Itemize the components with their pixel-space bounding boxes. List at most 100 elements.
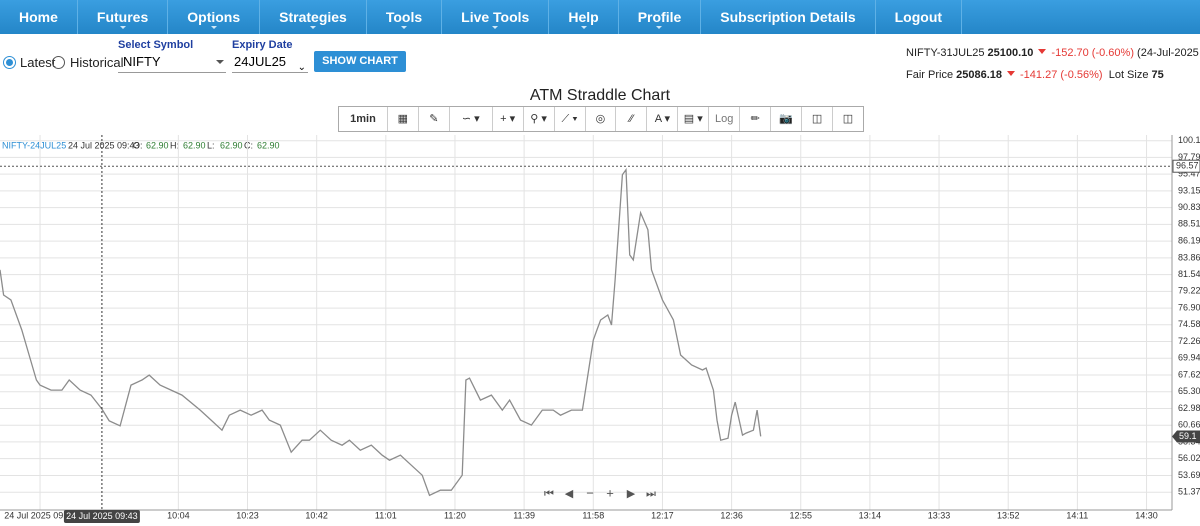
quote-change: -152.70 (1051, 47, 1089, 59)
nav-next[interactable]: ▶ (627, 488, 636, 500)
nav-item[interactable]: Logout (876, 0, 963, 34)
radio-latest[interactable] (3, 56, 16, 69)
nav-zoom-in[interactable]: + (606, 485, 614, 500)
nav-bar: Home Futures Options Strategies Tools Live To… (0, 0, 1200, 34)
y-tick-label: 53.69 (1178, 470, 1200, 480)
symbol-select[interactable]: NIFTY (118, 52, 226, 73)
tool-button[interactable]: ◎ (586, 107, 617, 131)
legend-value: 62.90 (183, 140, 206, 150)
nav-last[interactable]: ⏭ (646, 488, 656, 500)
x-tick-label: 10:23 (236, 510, 259, 520)
interval-button[interactable]: 1min (339, 107, 388, 131)
crosshair-y-tag (1172, 159, 1200, 173)
nav-item[interactable]: Help (549, 0, 619, 34)
legend-field: H: (170, 140, 179, 150)
radio-label: Latest (20, 55, 56, 70)
tool-button[interactable]: ▤ ▾ (678, 107, 710, 131)
last-value-tag (1172, 430, 1200, 443)
x-tick-label: 10:42 (305, 510, 328, 520)
fair-change-pct: (-0.56%) (1060, 69, 1103, 81)
y-tick-label: 76.90 (1178, 302, 1200, 312)
x-tick-label: 24 Jul 2025 09:26 (4, 510, 76, 520)
nav-item[interactable]: Live Tools (442, 0, 550, 34)
tool-button[interactable]: ⚲ ▾ (524, 107, 555, 131)
y-tick-label: 90.83 (1178, 202, 1200, 212)
tool-button[interactable]: ◫ (802, 107, 834, 131)
tool-button[interactable]: ▦ (388, 107, 419, 131)
nav-item[interactable]: Tools (367, 0, 443, 34)
legend-field: L: (207, 140, 215, 150)
y-tick-label: 51.37 (1178, 487, 1200, 497)
y-tick-label: 86.19 (1178, 235, 1200, 245)
legend-value: 62.90 (146, 140, 169, 150)
lot-size: 75 (1151, 69, 1164, 81)
quote-symbol: NIFTY-31JUL25 (906, 47, 985, 59)
tool-button[interactable]: ◫ (842, 113, 854, 125)
x-tick-label: 11:01 (375, 510, 397, 520)
fair-line: Fair Price 25086.18 -141.27 (-0.56%) Lot … (906, 69, 1164, 81)
log-button[interactable]: Log (709, 107, 741, 131)
tool-button[interactable]: + ▾ (493, 107, 524, 131)
y-tick-label: 67.62 (1178, 369, 1200, 379)
nav-first[interactable]: ⏮ (544, 488, 554, 500)
x-tick-label: 12:17 (651, 510, 674, 520)
radio-historical[interactable] (52, 56, 65, 69)
y-tick-label: 60.66 (1178, 420, 1200, 430)
x-tick-label: 12:55 (789, 510, 812, 520)
y-tick-label: 93.15 (1178, 185, 1200, 195)
x-tick-label: 10:04 (167, 510, 190, 520)
y-tick-label: 88.51 (1178, 219, 1200, 229)
series-name: NIFTY-24JUL25 (2, 140, 66, 150)
x-tick-label: 11:39 (513, 510, 535, 520)
quote-price: 25100.10 (987, 47, 1034, 59)
y-tick-label: 81.54 (1178, 269, 1200, 279)
field-label: Expiry Date (232, 39, 293, 51)
nav-item[interactable]: Home (0, 0, 78, 34)
x-tick-label: 12:36 (720, 510, 743, 520)
nav-item[interactable]: Strategies (260, 0, 367, 34)
quote-time: (24-Jul-2025 12:44) (1137, 47, 1200, 59)
nav-item[interactable]: Profile (619, 0, 702, 34)
quote-change-pct: (-0.60%) (1091, 47, 1134, 59)
tool-button[interactable]: ✏ (740, 107, 772, 131)
show-chart-button[interactable]: SHOW CHART (314, 51, 406, 72)
tool-button[interactable]: ⟋ ▾ (555, 107, 586, 131)
y-tick-label: 62.98 (1178, 403, 1200, 413)
y-tick-label: 65.30 (1178, 386, 1200, 396)
series-line (0, 167, 762, 497)
nav-item[interactable]: Options (168, 0, 261, 34)
crosshair-x-label: 24 Jul 2025 09:43 (66, 511, 138, 521)
x-tick-label: 13:33 (928, 510, 951, 520)
y-tick-label: 69.94 (1178, 353, 1200, 363)
y-tick-label: 95.47 (1178, 169, 1200, 179)
x-tick-label: 14:30 (1135, 510, 1158, 520)
x-tick-label: 11:58 (582, 510, 604, 520)
select-value: NIFTY (123, 54, 161, 69)
x-tick-label: 11:20 (444, 510, 466, 520)
fair-price: 25086.18 (956, 69, 1003, 81)
last-value-label: 59.1 (1179, 431, 1197, 441)
y-tick-label: 83.86 (1178, 252, 1200, 262)
tool-button[interactable]: ∽ ▾ (450, 107, 493, 131)
lot-label: Lot Size (1108, 69, 1149, 81)
y-tick-label: 97.79 (1178, 152, 1200, 162)
expiry-select[interactable]: 24JUL25 ⌄ (232, 54, 308, 73)
radio-label: Historical (70, 55, 124, 70)
legend-time: 24 Jul 2025 09:43 (68, 140, 140, 150)
nav-item[interactable]: Subscription Details (701, 0, 876, 34)
tool-button[interactable]: A ▾ (647, 107, 679, 131)
chart-title: ATM Straddle Chart (529, 87, 671, 104)
y-tick-label: 56.02 (1178, 453, 1200, 463)
nav-prev[interactable]: ◀ (565, 488, 574, 500)
tool-button[interactable]: ✎ (419, 107, 450, 131)
y-tick-label: 100.11 (1178, 135, 1200, 145)
crosshair-x-tag (63, 510, 140, 523)
tool-button[interactable]: 📷 (771, 107, 803, 131)
x-tick-label: 14:11 (1066, 510, 1088, 520)
tool-button[interactable]: ⁄⁄ (616, 107, 648, 131)
nav-item[interactable]: Futures (78, 0, 169, 34)
y-tick-label: 79.22 (1178, 286, 1200, 296)
x-tick-label: 13:14 (859, 510, 882, 520)
nav-zoom-out[interactable]: − (586, 485, 594, 500)
